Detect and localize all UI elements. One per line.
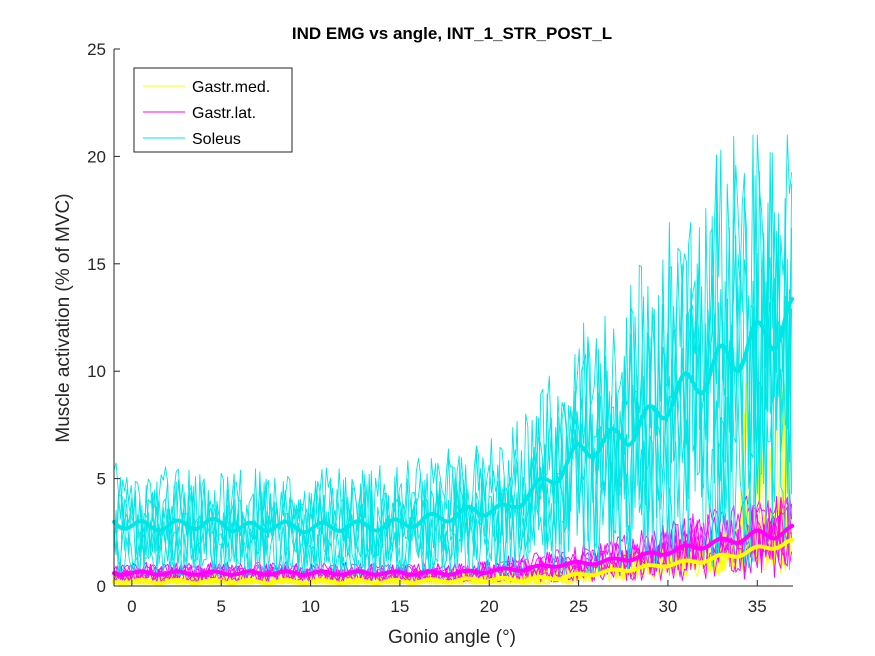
y-ticks: 0 5 10 15 20 25	[87, 40, 120, 596]
x-tick-label-25: 25	[569, 597, 588, 616]
y-tick-label-20: 20	[87, 147, 106, 166]
x-tick-label-30: 30	[658, 597, 677, 616]
trial-line-soleus-3	[113, 134, 793, 561]
legend-label-gastr-lat: Gastr.lat.	[192, 105, 256, 122]
y-tick-label-10: 10	[87, 362, 106, 381]
mean-lines	[112, 297, 795, 586]
x-tick-label-10: 10	[301, 597, 320, 616]
legend-label-soleus: Soleus	[192, 131, 241, 148]
y-tick-label-0: 0	[97, 577, 106, 596]
trial-line-soleus-4	[113, 151, 793, 565]
chart-title: IND EMG vs angle, INT_1_STR_POST_L	[292, 24, 612, 43]
y-tick-label-5: 5	[97, 470, 106, 489]
x-tick-label-0: 0	[127, 597, 136, 616]
x-tick-label-20: 20	[480, 597, 499, 616]
mean-line-soleus	[112, 297, 795, 535]
x-axis-label: Gonio angle (°)	[388, 627, 516, 648]
x-ticks: 0 5 10 15 20 25 30 35	[127, 580, 767, 616]
x-tick-label-35: 35	[748, 597, 767, 616]
legend: Gastr.med. Gastr.lat. Soleus	[133, 67, 293, 153]
y-tick-label-25: 25	[87, 40, 106, 59]
mean-line-gastr-med	[112, 537, 795, 586]
y-tick-label-15: 15	[87, 255, 106, 274]
mean-line-gastr-lat	[112, 523, 795, 577]
trial-line-soleus-6	[113, 227, 793, 576]
legend-label-gastr-med: Gastr.med.	[192, 79, 270, 96]
x-tick-label-5: 5	[216, 597, 225, 616]
x-tick-label-15: 15	[390, 597, 409, 616]
axes	[113, 49, 793, 587]
y-axis-label: Muscle activation (% of MVC)	[53, 193, 74, 442]
trial-line-soleus-5	[113, 134, 793, 553]
